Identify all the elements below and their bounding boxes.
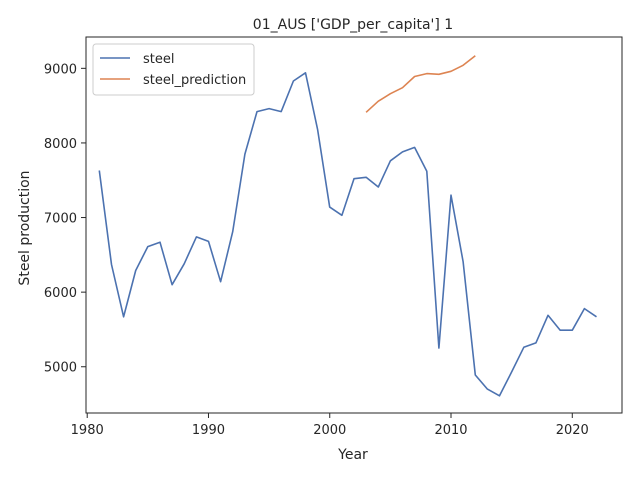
x-tick-label: 2000	[313, 423, 346, 438]
y-tick-label: 8000	[44, 137, 77, 152]
legend-box	[92, 43, 255, 96]
series-layer	[98, 55, 597, 397]
y-tick-label: 9000	[44, 62, 77, 77]
y-axis-ticks: 5000 6000 7000 8000 9000	[44, 62, 86, 376]
chart-title: 01_AUS ['GDP_per_capita'] 1	[253, 17, 453, 33]
series-line-steel	[98, 72, 597, 397]
legend-label: steel_prediction	[143, 73, 246, 88]
y-tick-label: 7000	[44, 212, 77, 227]
legend: steel steel_prediction	[92, 43, 255, 96]
plot-frame	[85, 36, 623, 414]
legend-label: steel	[143, 52, 174, 67]
y-axis-label: Steel production	[17, 170, 33, 285]
x-tick-label: 2020	[556, 423, 589, 438]
x-tick-label: 1990	[192, 423, 225, 438]
x-tick-label: 2010	[434, 423, 467, 438]
y-tick-label: 6000	[44, 286, 77, 301]
x-tick-label: 1980	[71, 423, 104, 438]
series-line-steel-prediction	[365, 55, 476, 113]
x-axis-label: Year	[337, 447, 368, 463]
x-axis-ticks: 1980 1990 2000 2010 2020	[71, 413, 589, 438]
y-tick-label: 5000	[44, 361, 77, 376]
